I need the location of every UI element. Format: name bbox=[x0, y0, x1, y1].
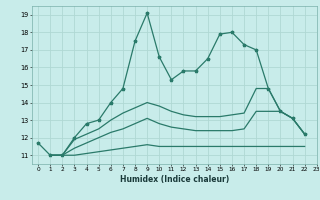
X-axis label: Humidex (Indice chaleur): Humidex (Indice chaleur) bbox=[120, 175, 229, 184]
